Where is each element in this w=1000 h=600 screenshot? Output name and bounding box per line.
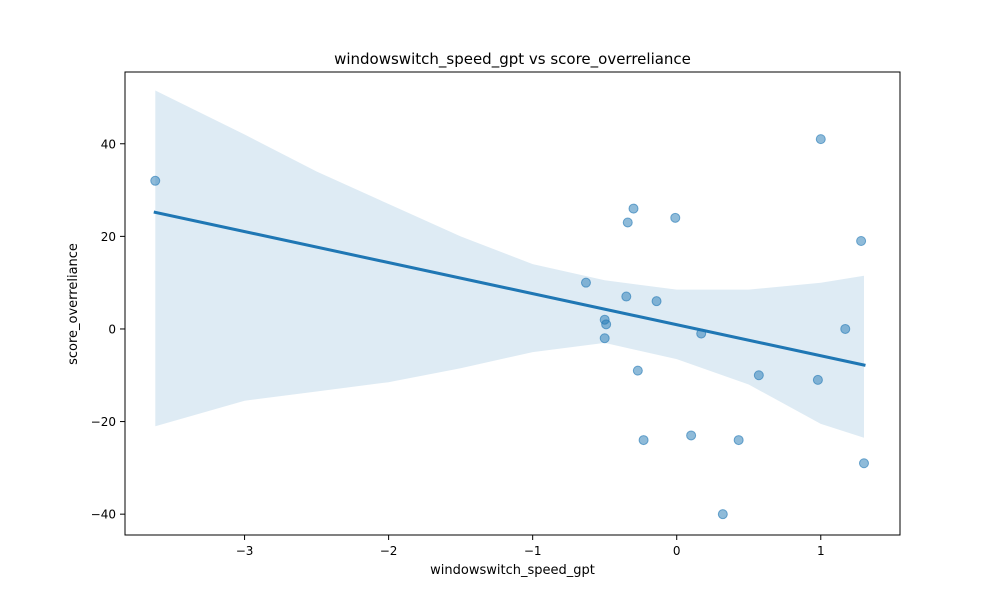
axes-frame (124, 71, 901, 536)
scatter-point (858, 458, 869, 469)
scatter-point (580, 277, 591, 288)
scatter-point (651, 296, 662, 307)
y-tick-label: −20 (91, 415, 116, 429)
x-tick-label: −1 (524, 544, 542, 558)
y-tick-label: 20 (101, 230, 116, 244)
scatter-points-layer (150, 134, 869, 520)
scatter-point (621, 291, 632, 302)
x-tick-label: −3 (236, 544, 254, 558)
scatter-point (733, 435, 744, 446)
x-axis-ticks: −3 −2 −1 0 1 (236, 535, 825, 558)
scatter-point (717, 509, 728, 520)
regression-line (153, 210, 866, 367)
scatter-point (632, 365, 643, 376)
scatter-point (628, 203, 639, 214)
regression-line-layer (153, 210, 866, 367)
scatter-point (599, 333, 610, 344)
scatter-point (753, 370, 764, 381)
scatter-point (670, 212, 681, 223)
y-axis-ticks: −40 −20 0 20 40 (91, 137, 125, 522)
chart-title: windowswitch_speed_gpt vs score_overreli… (334, 50, 691, 69)
scatter-point (622, 217, 633, 228)
scatter-point (812, 374, 823, 385)
scatter-point (856, 235, 867, 246)
x-axis-label: windowswitch_speed_gpt (430, 563, 595, 578)
scatter-point (601, 319, 612, 330)
scatter-point (686, 430, 697, 441)
scatter-point (840, 323, 851, 334)
scatter-point (696, 328, 707, 339)
y-tick-label: 40 (101, 137, 116, 151)
confidence-band-layer (155, 90, 865, 438)
scatter-point (638, 435, 649, 446)
x-tick-label: 1 (817, 544, 825, 558)
scatter-point (150, 175, 161, 186)
confidence-band (155, 90, 865, 438)
scatter-point (815, 134, 826, 145)
x-tick-label: 0 (673, 544, 681, 558)
y-axis-label: score_overreliance (66, 243, 81, 365)
y-tick-label: 0 (108, 322, 116, 336)
x-tick-label: −2 (380, 544, 398, 558)
y-tick-label: −40 (91, 508, 116, 522)
